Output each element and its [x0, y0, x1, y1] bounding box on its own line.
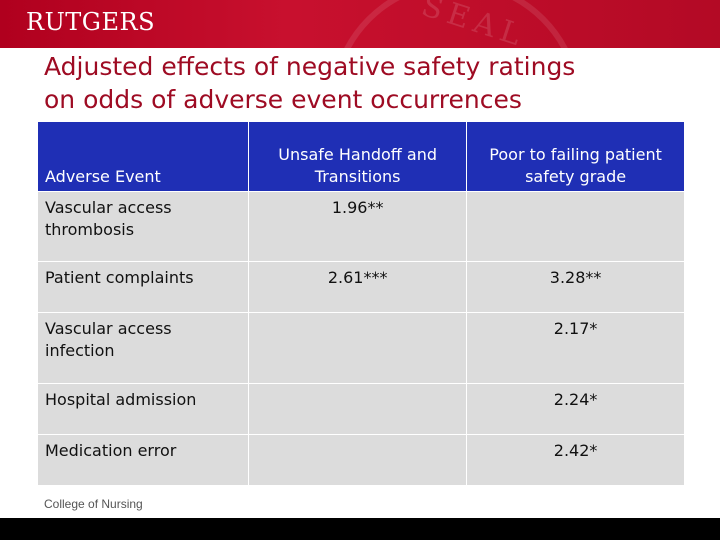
grade-odds-cell: 2.17*: [466, 312, 685, 384]
grade-odds-cell: [466, 191, 685, 262]
column-header-unsafe-handoff: Unsafe Handoff and Transitions: [248, 121, 468, 192]
rutgers-logo: RUTGERS: [26, 8, 156, 36]
table-row: Hospital admission 2.24*: [36, 383, 685, 435]
handoff-odds-cell: [248, 383, 468, 435]
header-band: SEAL RUTGERS: [0, 0, 720, 48]
adverse-event-cell: Hospital admission: [36, 383, 250, 435]
slide-title-line-2: on odds of adverse event occurrences: [44, 85, 522, 114]
handoff-odds-cell: 1.96**: [248, 191, 468, 262]
column-header-safety-grade: Poor to failing patient safety grade: [466, 121, 685, 192]
slide-title-line-1: Adjusted effects of negative safety rati…: [44, 52, 576, 81]
table-row: Patient complaints 2.61*** 3.28**: [36, 261, 685, 313]
handoff-odds-cell: 2.61***: [248, 261, 468, 313]
adverse-event-cell: Patient complaints: [36, 261, 250, 313]
slide-title: Adjusted effects of negative safety rati…: [44, 50, 704, 116]
handoff-odds-cell: [248, 434, 468, 486]
grade-odds-cell: 2.24*: [466, 383, 685, 435]
column-header-adverse-event: Adverse Event: [36, 121, 250, 192]
adverse-event-cell: Vascular access infection: [36, 312, 250, 384]
footer-college-name: College of Nursing: [44, 497, 143, 511]
table-row: Vascular access thrombosis 1.96**: [36, 191, 685, 262]
grade-odds-cell: 2.42*: [466, 434, 685, 486]
adverse-event-cell: Vascular access thrombosis: [36, 191, 250, 262]
table-row: Medication error 2.42*: [36, 434, 685, 486]
grade-odds-cell: 3.28**: [466, 261, 685, 313]
table-header-row: Adverse Event Unsafe Handoff and Transit…: [36, 121, 685, 192]
adverse-event-cell: Medication error: [36, 434, 250, 486]
handoff-odds-cell: [248, 312, 468, 384]
adverse-event-table: Adverse Event Unsafe Handoff and Transit…: [36, 121, 685, 486]
table-row: Vascular access infection 2.17*: [36, 312, 685, 384]
